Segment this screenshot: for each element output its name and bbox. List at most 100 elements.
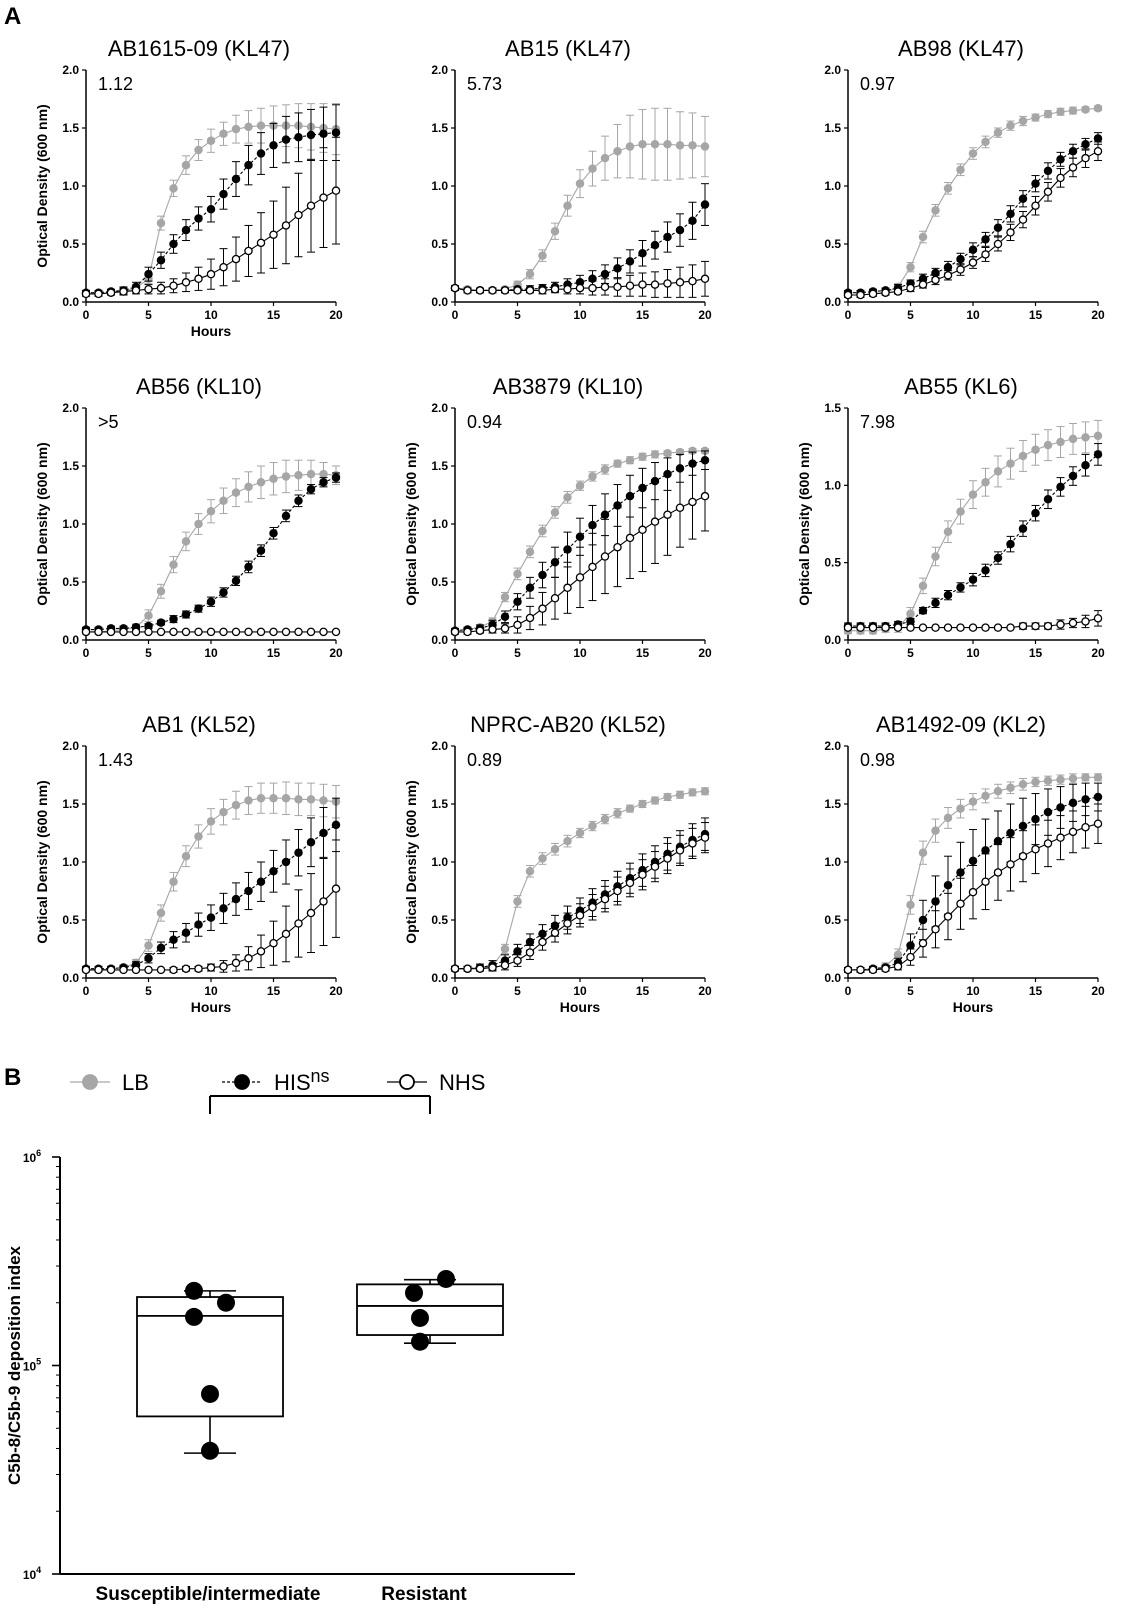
x-tick-label: 15 <box>636 984 650 998</box>
legend-label: NHS <box>439 1070 485 1095</box>
growth-panel-2: AB15 (KL47)5.73 0.0 0.5 1.0 1.5 2.0 0 5 10 15 20 <box>431 36 712 322</box>
data-point <box>1018 215 1028 224</box>
x-tick-label: 15 <box>636 646 650 660</box>
data-point <box>956 507 965 516</box>
data-point <box>956 623 965 632</box>
data-point <box>206 913 216 922</box>
data-point <box>688 497 697 507</box>
growth-panel-7: AB1 (KL52) 1.43 0.0 0.5 1.0 1.5 2.0 0 5 10 15 20 Hou… <box>34 712 343 1015</box>
data-point <box>968 258 978 267</box>
data-point <box>1081 460 1090 470</box>
data-point <box>219 262 228 272</box>
data-point <box>144 954 153 963</box>
data-point <box>185 1307 203 1326</box>
data-point <box>194 604 203 613</box>
data-point <box>463 286 472 295</box>
data-point <box>1031 844 1040 854</box>
data-point <box>256 477 266 487</box>
data-point <box>306 838 316 847</box>
data-point <box>1093 792 1103 802</box>
data-point <box>1018 821 1028 831</box>
x-tick-label: 0 <box>452 308 459 322</box>
data-point <box>956 583 965 592</box>
data-point <box>613 459 622 468</box>
x-tick-label: 10 <box>573 646 587 660</box>
data-point <box>306 908 316 918</box>
data-point <box>931 552 940 561</box>
series-lb <box>450 786 710 973</box>
data-point <box>625 455 635 465</box>
data-point <box>319 477 328 487</box>
data-point <box>181 537 191 546</box>
data-point <box>675 790 685 799</box>
data-point <box>943 184 953 193</box>
data-point <box>319 193 328 202</box>
data-point <box>943 262 953 272</box>
data-point <box>488 625 497 634</box>
data-point <box>868 289 878 299</box>
x-tick-label: 20 <box>1091 984 1105 998</box>
x-axis-title: Hours <box>191 999 232 1015</box>
data-point <box>181 851 191 861</box>
data-point <box>156 627 166 637</box>
data-point <box>625 257 635 266</box>
data-point <box>294 627 303 637</box>
data-point <box>281 627 291 637</box>
data-point <box>650 139 660 149</box>
data-point <box>918 280 928 289</box>
data-point <box>169 560 178 569</box>
data-point <box>1018 451 1028 461</box>
data-point <box>1081 153 1090 163</box>
data-point <box>931 925 940 934</box>
legend-label: LB <box>122 1070 149 1095</box>
x-tick-label: 20 <box>698 984 712 998</box>
data-point <box>881 623 890 632</box>
data-point <box>525 286 535 295</box>
y-tick-label: 1.5 <box>431 797 448 811</box>
data-point <box>219 807 228 817</box>
data-point <box>119 965 128 975</box>
data-point <box>194 832 203 841</box>
data-point <box>625 878 635 888</box>
x-tick-label: 5 <box>907 308 914 322</box>
x-tick-label: 5 <box>907 984 914 998</box>
data-point <box>525 547 535 557</box>
data-point <box>906 262 915 272</box>
data-point <box>513 956 522 965</box>
data-point <box>588 283 597 293</box>
data-point <box>219 904 228 913</box>
data-point <box>169 281 178 291</box>
x-tick-label: 20 <box>329 308 343 322</box>
box-group-1: Susceptible/intermediate <box>96 1281 320 1605</box>
y-tick-label: 2.0 <box>824 739 841 753</box>
data-point <box>319 796 328 805</box>
data-point <box>563 583 572 593</box>
data-point <box>525 583 535 593</box>
panel-index: 0.97 <box>860 74 895 94</box>
x-tick-label: 0 <box>845 984 852 998</box>
data-point <box>1056 107 1065 117</box>
data-point <box>563 919 572 928</box>
data-point <box>194 145 203 155</box>
data-point <box>688 276 697 286</box>
data-point <box>306 130 316 140</box>
y-tick-base: 10 <box>23 1568 37 1582</box>
y-tick-label: 1.0 <box>62 179 79 193</box>
y-tick-label: 0.0 <box>62 295 79 309</box>
x-axis-title: Hours <box>191 323 232 339</box>
data-point <box>981 477 990 487</box>
data-point <box>281 929 291 939</box>
y-tick-label: 105 <box>23 1357 41 1374</box>
data-point <box>244 954 253 963</box>
y-tick-label: 1.5 <box>431 121 448 135</box>
series-lb <box>81 459 341 637</box>
data-point <box>943 912 953 921</box>
data-point <box>906 941 915 950</box>
data-point <box>1068 106 1078 115</box>
data-point <box>881 288 890 297</box>
data-point <box>256 793 266 803</box>
data-point <box>918 232 928 242</box>
y-tick-label: 106 <box>23 1148 41 1165</box>
y-tick-exponent: 5 <box>36 1357 41 1367</box>
data-point <box>231 124 241 134</box>
